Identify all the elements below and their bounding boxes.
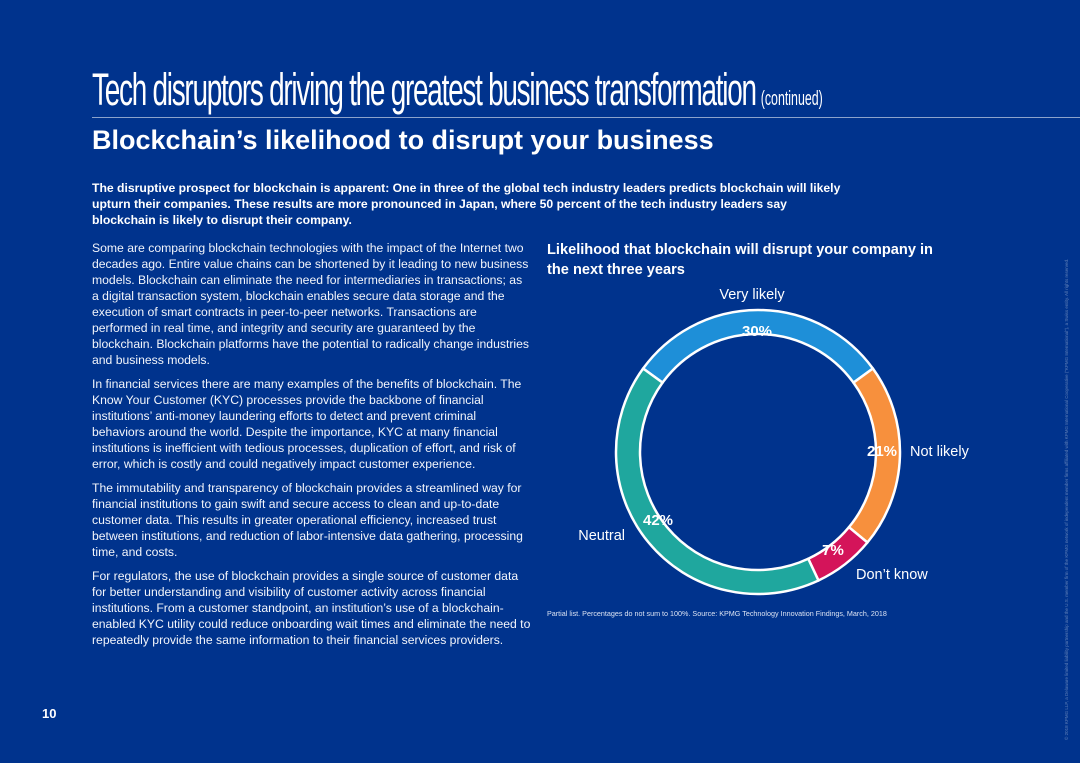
slice-neutral	[614, 367, 820, 596]
chart-footnote: Partial list. Percentages do not sum to …	[547, 609, 887, 618]
category-label-very-likely: Very likely	[719, 287, 785, 303]
body-paragraph-1: Some are comparing blockchain technologi…	[92, 241, 529, 367]
chart-title: Likelihood that blockchain will disrupt …	[547, 242, 933, 278]
value-label-neutral: 42%	[643, 512, 673, 529]
copyright-side-text: © 2018 KPMG LLP, a Delaware limited liab…	[1064, 258, 1069, 740]
page-title: Tech disruptors driving the greatest bus…	[92, 64, 823, 115]
page-number: 10	[42, 706, 57, 721]
lead-paragraph: The disruptive prospect for blockchain i…	[92, 181, 841, 227]
continued-label: (continued)	[760, 88, 823, 110]
value-label-not-likely: 21%	[867, 443, 897, 460]
body-paragraph-4: For regulators, the use of blockchain pr…	[92, 569, 531, 647]
section-subtitle: Blockchain’s likelihood to disrupt your …	[92, 125, 714, 155]
category-label-not-likely: Not likely	[910, 444, 970, 460]
value-label-dont-know: 7%	[822, 542, 844, 559]
category-label-neutral: Neutral	[578, 528, 625, 544]
body-paragraph-3: The immutability and transparency of blo…	[92, 481, 523, 559]
value-label-very-likely: 30%	[742, 323, 772, 340]
body-text: Some are comparing blockchain technologi…	[92, 240, 532, 656]
body-paragraph-2: In financial services there are many exa…	[92, 377, 522, 471]
slice-very-likely	[641, 308, 875, 384]
title-divider	[92, 117, 1080, 118]
category-label-dont-know: Don’t know	[856, 567, 928, 583]
